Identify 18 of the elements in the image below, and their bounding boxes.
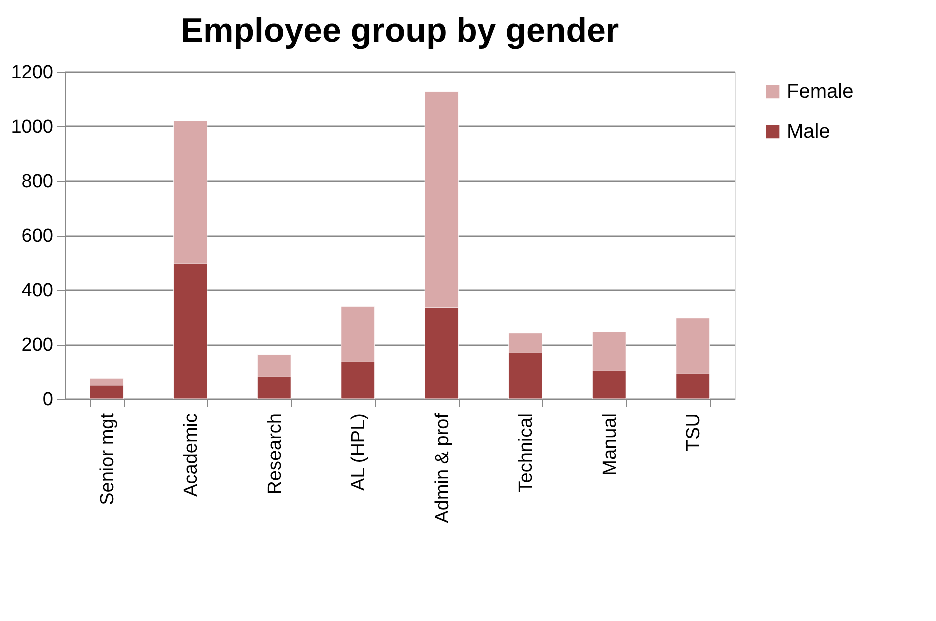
y-tick-label: 800 [22, 172, 54, 192]
x-tick-label: Academic [181, 414, 202, 497]
y-tick-label: 0 [42, 390, 54, 410]
y-tick-label: 400 [22, 280, 54, 302]
x-tick-label: AL (HPL) [348, 414, 370, 491]
x-tick-label: Research [264, 414, 286, 495]
y-tick-label: 1000 [11, 117, 54, 138]
chart-title: Employee group by gender [180, 12, 620, 50]
y-tick-label: 1200 [11, 62, 54, 84]
legend-label: Female [787, 81, 854, 103]
y-tick-label: 600 [22, 226, 54, 247]
x-tick-label: TSU [684, 414, 705, 452]
y-tick-label: 200 [22, 335, 54, 356]
x-tick-label: Senior mgt [97, 412, 118, 506]
x-tick-label: Technical [516, 414, 538, 493]
legend-label: Male [787, 121, 830, 143]
x-tick-label: Manual [600, 414, 621, 476]
x-tick-label: Admin & prof [432, 412, 454, 524]
